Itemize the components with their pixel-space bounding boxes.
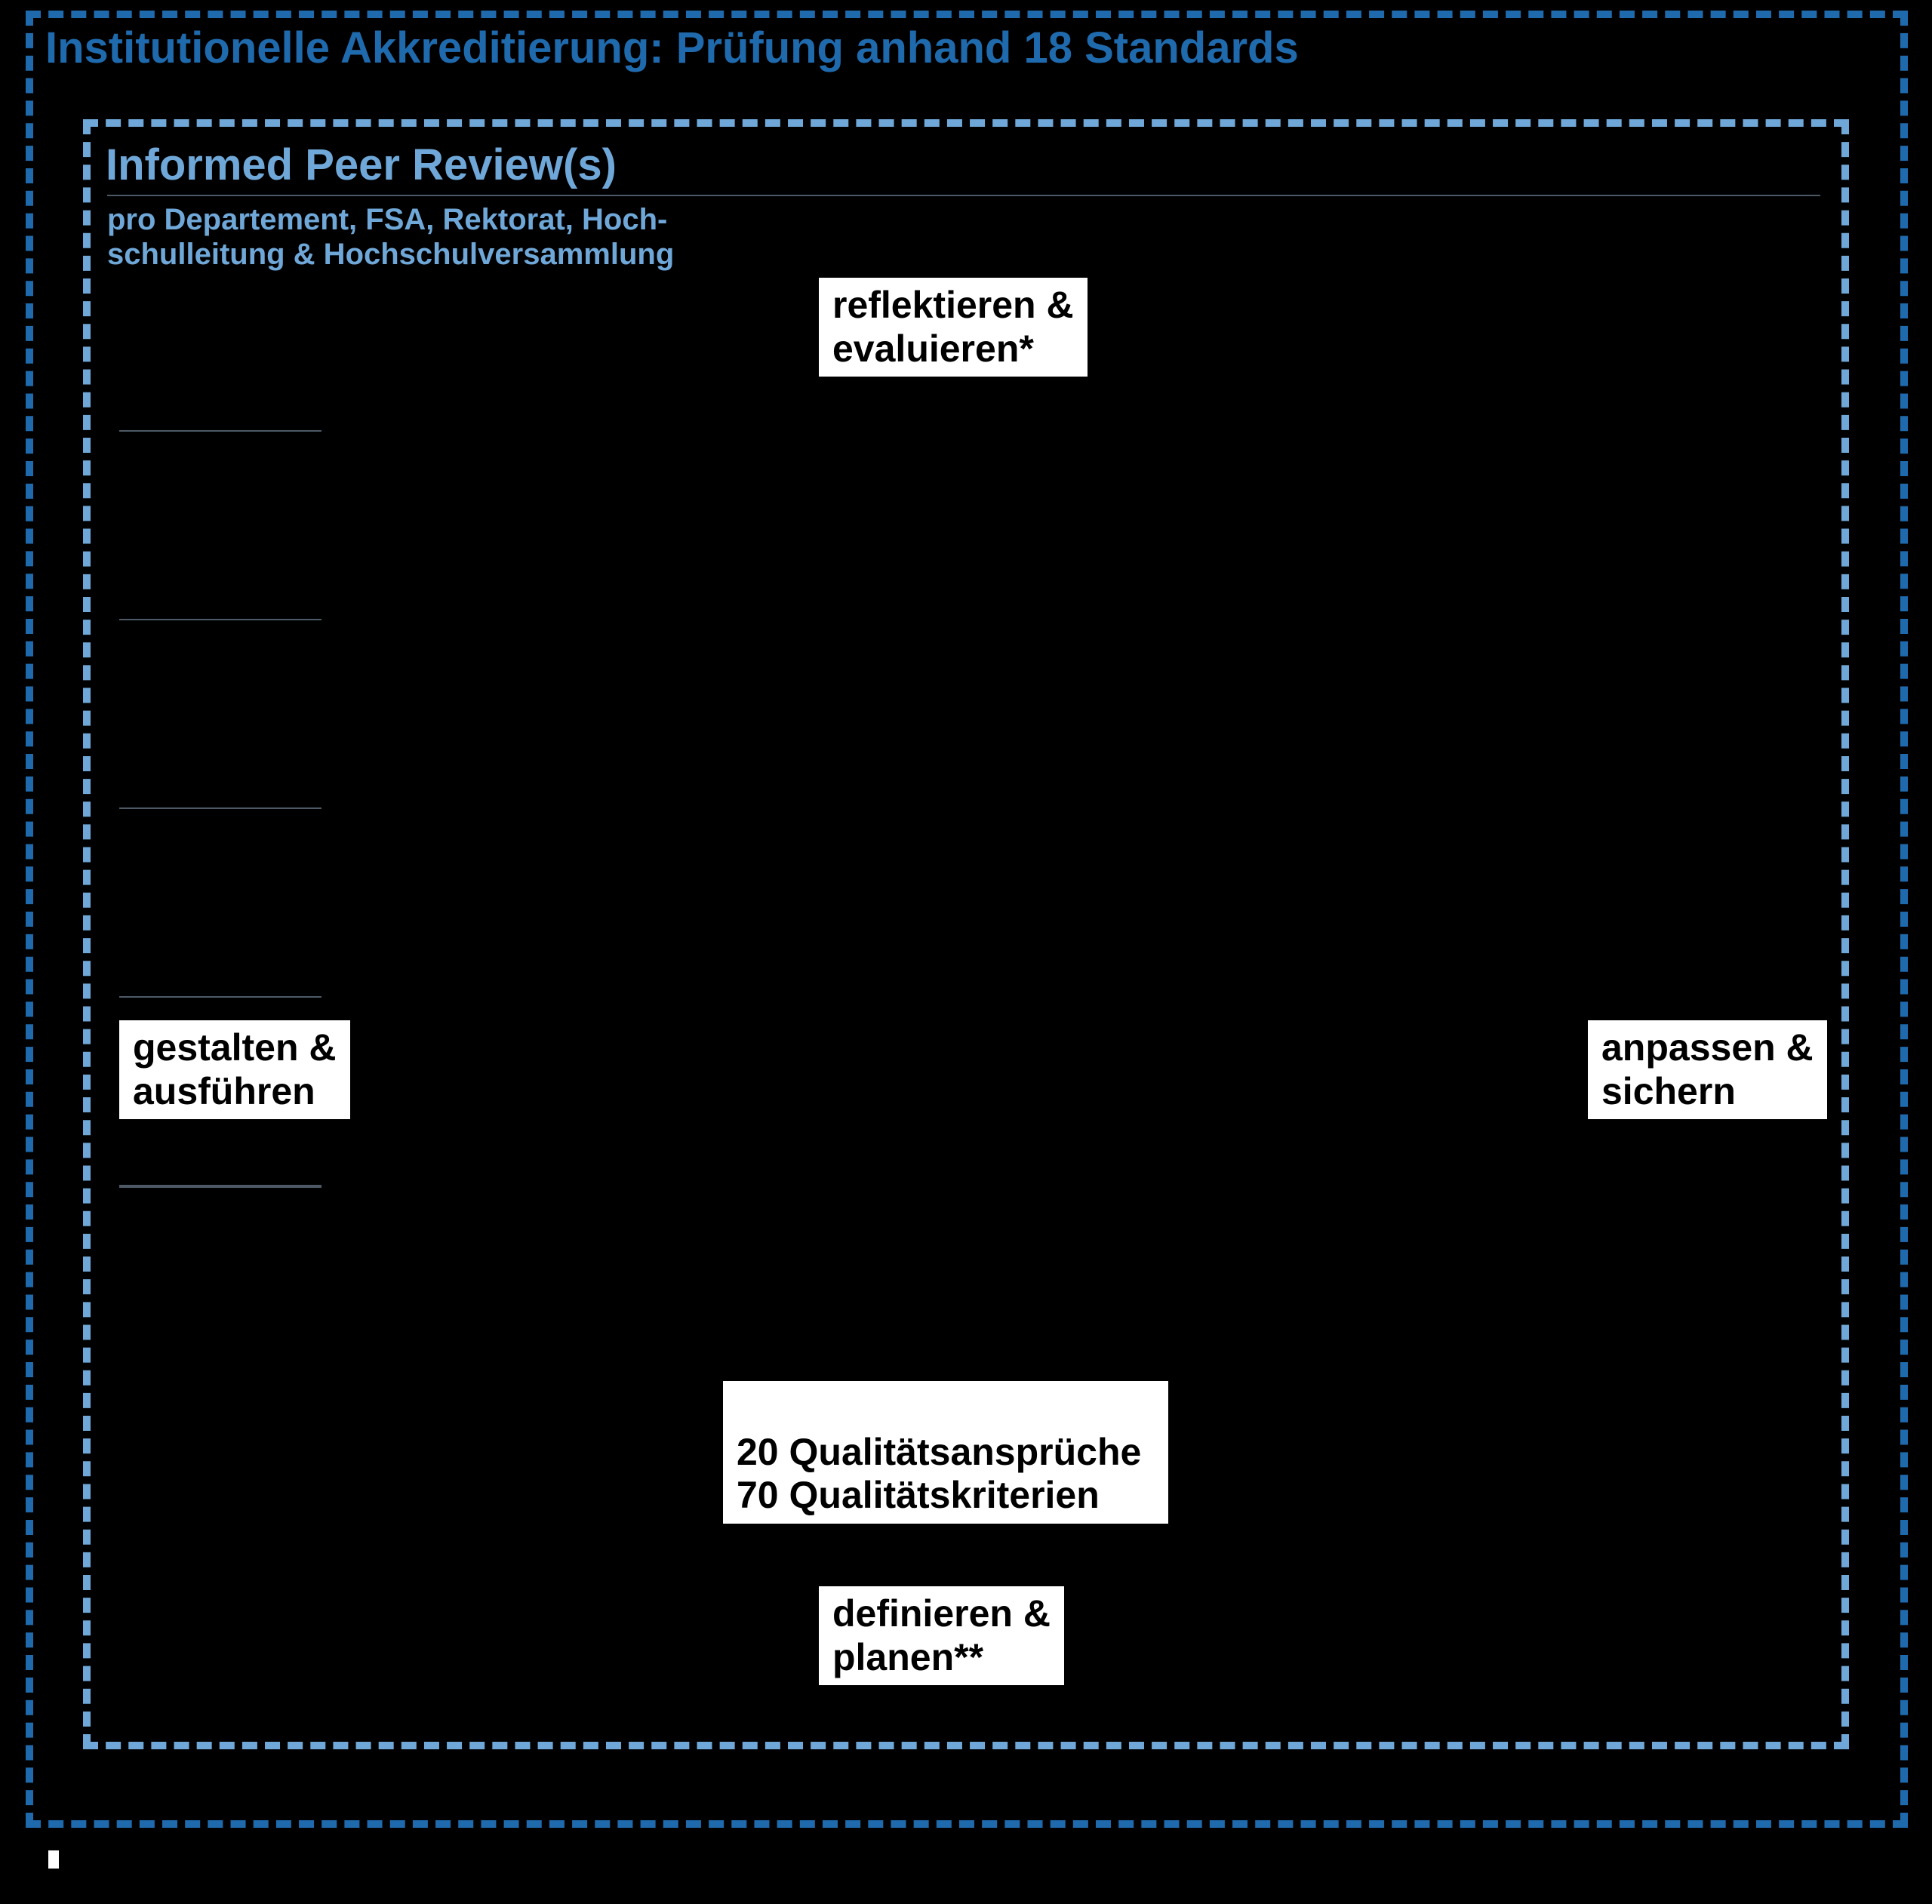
side-stack-cell [119, 293, 321, 432]
side-stack-cell [119, 809, 321, 998]
footnote-marker [48, 1850, 59, 1869]
cycle-label-left: gestalten & ausführen [119, 1020, 350, 1119]
side-stack-cell [119, 620, 321, 809]
side-stack-bottom-divider [119, 1186, 321, 1188]
quality-line-2: 70 Qualitätskriterien [737, 1474, 1155, 1518]
cycle-label-bottom: definieren & planen** [819, 1586, 1064, 1685]
inner-frame-title: Informed Peer Review(s) [106, 140, 617, 190]
cycle-label-right: anpassen & sichern [1588, 1020, 1827, 1119]
side-stack-cell [119, 432, 321, 620]
quality-center-box: 4 Qualitätsbereiche 20 Qualitätsansprüch… [723, 1381, 1168, 1524]
outer-frame-title: Institutionelle Akkreditierung: Prüfung … [45, 23, 1299, 73]
inner-frame-subtitle: pro Departement, FSA, Rektorat, Hoch- sc… [107, 202, 674, 272]
inner-title-underline [107, 195, 1820, 196]
quality-line-1: 20 Qualitätsansprüche [737, 1431, 1155, 1475]
cycle-label-top: reflektieren & evaluieren* [819, 278, 1088, 377]
